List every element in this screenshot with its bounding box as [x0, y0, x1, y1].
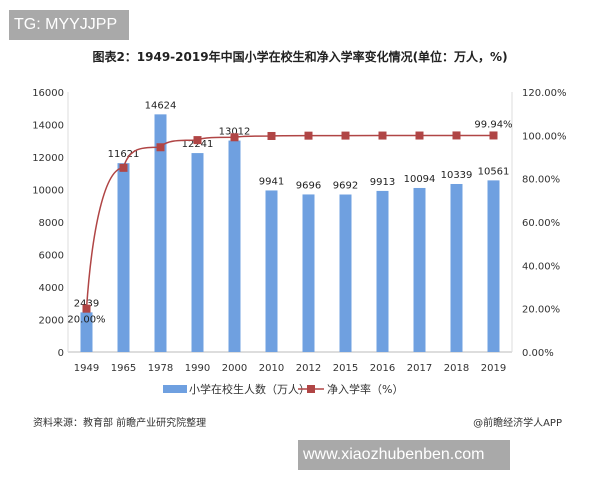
x-tick: 2012: [296, 363, 321, 374]
x-tick: 2017: [407, 363, 432, 374]
x-tick: 2015: [333, 363, 358, 374]
bar: [191, 153, 204, 352]
line-marker: [82, 304, 91, 313]
bar-label: 9941: [259, 176, 284, 187]
line-marker: [230, 133, 239, 142]
x-tick: 1949: [74, 363, 99, 374]
bar: [80, 312, 93, 352]
legend-line-marker: [307, 385, 315, 393]
line-series: [85, 134, 494, 309]
x-tick: 1990: [185, 363, 210, 374]
line-marker: [452, 131, 461, 140]
legend-bar-swatch: [163, 385, 187, 393]
legend-bar-label: 小学在校生人数（万人）: [189, 382, 310, 396]
bar-label: 10561: [478, 166, 510, 177]
bar-label: 14624: [145, 100, 177, 111]
x-tick: 2019: [481, 363, 506, 374]
x-tick: 1978: [148, 363, 173, 374]
bar: [154, 114, 167, 352]
bar: [302, 194, 315, 352]
bar: [339, 194, 352, 352]
watermark-top: TG: MYYJJPP: [9, 10, 129, 40]
bar: [228, 140, 241, 352]
line-marker: [341, 131, 350, 140]
credit: @前瞻经济学人APP: [473, 418, 562, 429]
bar: [376, 190, 389, 352]
line-marker: [193, 136, 202, 145]
line-marker: [267, 131, 276, 140]
y-tick-right: 120.00%: [522, 88, 567, 99]
y-tick-left: 2000: [39, 316, 64, 327]
x-tick: 1965: [111, 363, 136, 374]
y-tick-left: 14000: [32, 121, 64, 132]
bar-label: 9913: [370, 177, 395, 188]
chart-title: 图表2：1949-2019年中国小学在校生和净入学率变化情况(单位：万人，%): [92, 50, 508, 64]
bar-label: 9692: [333, 181, 358, 192]
bar-label: 13012: [219, 127, 251, 138]
bar: [487, 180, 500, 352]
line-marker: [489, 131, 498, 140]
bar-label: 10339: [441, 170, 473, 181]
x-tick: 2000: [222, 363, 247, 374]
bar-label: 10094: [404, 174, 436, 185]
y-tick-left: 6000: [39, 251, 64, 262]
legend-line-label: 净入学率（%）: [327, 382, 403, 396]
bar: [413, 187, 426, 352]
y-tick-left: 0: [58, 348, 64, 359]
chart: 0 2000 4000 6000 8000 10000 12000 14000 16000 0.0…: [32, 88, 567, 396]
y-tick-right: 80.00%: [522, 175, 560, 186]
line-label: 20.00%: [67, 315, 105, 326]
y-tick-left: 16000: [32, 88, 64, 99]
watermark-bottom: www.xiaozhubenben.com: [298, 440, 510, 470]
y-tick-left: 4000: [39, 283, 64, 294]
bar-label: 9696: [296, 180, 321, 191]
y-tick-left: 12000: [32, 153, 64, 164]
line-label: 99.94%: [474, 119, 512, 130]
bar: [117, 163, 130, 352]
source-note: 资料来源：教育部 前瞻产业研究院整理: [33, 418, 207, 429]
line-marker: [304, 131, 313, 140]
y-tick-left: 10000: [32, 186, 64, 197]
line-marker: [415, 131, 424, 140]
y-tick-right: 100.00%: [522, 131, 567, 142]
x-tick: 2018: [444, 363, 469, 374]
x-tick: 2010: [259, 363, 284, 374]
line-marker: [119, 163, 128, 172]
line-marker: [378, 131, 387, 140]
bar-label: 12241: [182, 139, 214, 150]
y-tick-left: 8000: [39, 218, 64, 229]
bar-label: 11621: [108, 149, 140, 160]
bar: [450, 183, 463, 352]
y-tick-right: 0.00%: [522, 348, 554, 359]
bar: [265, 190, 278, 352]
line-marker: [156, 143, 165, 152]
y-tick-right: 60.00%: [522, 218, 560, 229]
x-tick: 2016: [370, 363, 395, 374]
y-tick-right: 40.00%: [522, 261, 560, 272]
y-tick-right: 20.00%: [522, 305, 560, 316]
